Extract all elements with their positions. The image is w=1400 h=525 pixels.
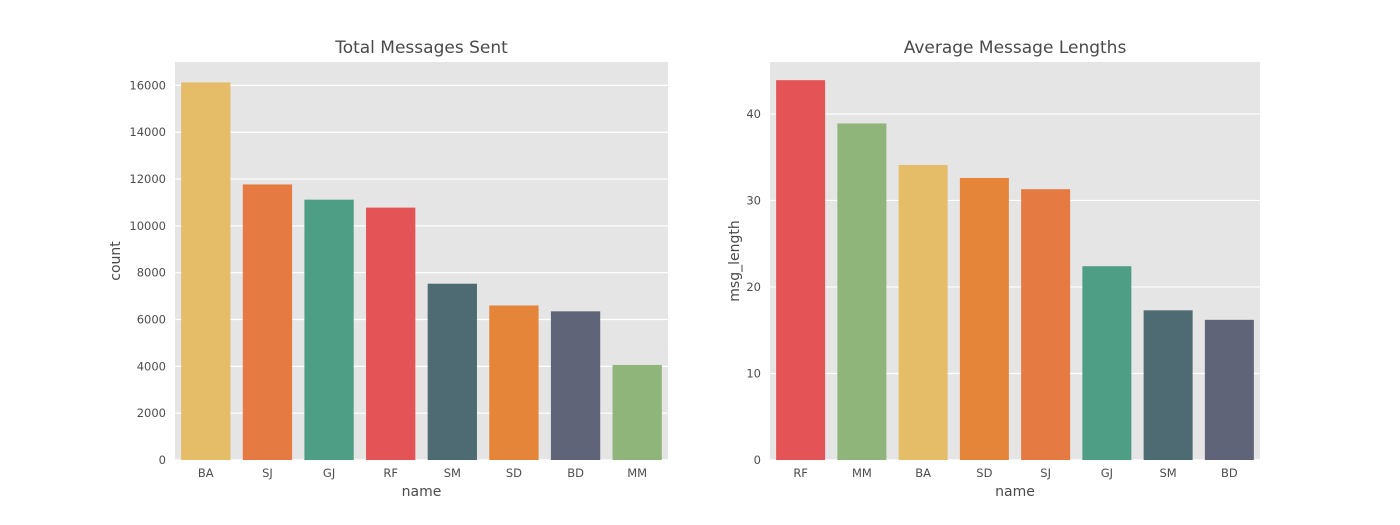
bar-rf bbox=[366, 207, 416, 460]
bar-gj bbox=[1082, 266, 1132, 460]
y-tick-label: 20 bbox=[746, 280, 761, 294]
y-tick-label: 4000 bbox=[137, 359, 166, 373]
y-tick-label: 14000 bbox=[129, 125, 166, 139]
x-axis-label: name bbox=[995, 484, 1035, 500]
bar-ba bbox=[181, 82, 231, 461]
chart-title: Average Message Lengths bbox=[904, 38, 1127, 58]
x-tick-label: BA bbox=[915, 466, 931, 480]
y-tick-label: 30 bbox=[746, 193, 761, 207]
x-tick-label: BD bbox=[567, 466, 584, 480]
bar-sd bbox=[959, 177, 1009, 460]
bar-ba bbox=[898, 164, 948, 460]
x-tick-label: SJ bbox=[1040, 466, 1051, 480]
x-tick-label: BD bbox=[1221, 466, 1238, 480]
y-tick-label: 10000 bbox=[129, 219, 166, 233]
y-tick-label: 12000 bbox=[129, 172, 166, 186]
y-axis-label: msg_length bbox=[727, 220, 743, 301]
x-tick-label: SD bbox=[506, 466, 522, 480]
x-tick-labels: BA SJ GJ RF SM SD BD MM bbox=[198, 466, 647, 480]
x-tick-label: SM bbox=[444, 466, 461, 480]
bar-mm bbox=[612, 364, 662, 460]
x-tick-label: MM bbox=[627, 466, 647, 480]
bar-mm bbox=[837, 123, 887, 461]
x-tick-label: GJ bbox=[1101, 466, 1113, 480]
y-tick-labels: 0 2000 4000 6000 8000 10000 12000 14000 16000 bbox=[129, 78, 166, 467]
x-tick-label: SD bbox=[976, 466, 992, 480]
bar-sm bbox=[1143, 310, 1193, 460]
x-tick-label: MM bbox=[852, 466, 872, 480]
chart-total-messages-sent: 0 2000 4000 6000 8000 10000 12000 14000 16000 BA… bbox=[108, 38, 668, 500]
x-tick-labels: RF MM BA SD SJ GJ SM BD bbox=[793, 466, 1238, 480]
x-tick-label: GJ bbox=[323, 466, 335, 480]
x-tick-label: RF bbox=[793, 466, 808, 480]
y-tick-label: 40 bbox=[746, 107, 761, 121]
y-tick-labels: 0 10 20 30 40 bbox=[746, 107, 761, 467]
x-tick-label: RF bbox=[383, 466, 398, 480]
bars bbox=[181, 82, 662, 461]
chart-average-message-lengths: 0 10 20 30 40 RF MM BA SD SJ GJ SM BD Average Messa… bbox=[727, 38, 1260, 500]
x-tick-label: BA bbox=[198, 466, 214, 480]
y-axis-label: count bbox=[108, 241, 124, 281]
y-tick-label: 0 bbox=[159, 453, 166, 467]
bar-bd bbox=[1204, 319, 1254, 460]
x-tick-label: SM bbox=[1160, 466, 1177, 480]
y-tick-label: 16000 bbox=[129, 78, 166, 92]
bar-sj bbox=[242, 184, 293, 460]
bar-sd bbox=[489, 305, 539, 460]
y-tick-label: 0 bbox=[754, 453, 761, 467]
y-tick-label: 8000 bbox=[137, 266, 166, 280]
bars bbox=[776, 80, 1254, 461]
bar-sj bbox=[1021, 189, 1071, 460]
x-axis-label: name bbox=[402, 484, 442, 500]
y-tick-label: 6000 bbox=[137, 313, 166, 327]
y-tick-label: 2000 bbox=[137, 406, 166, 420]
bar-rf bbox=[776, 80, 826, 461]
y-tick-label: 10 bbox=[746, 366, 761, 380]
bar-sm bbox=[427, 283, 477, 460]
bar-gj bbox=[304, 199, 354, 460]
bar-bd bbox=[550, 311, 601, 460]
x-tick-label: SJ bbox=[262, 466, 273, 480]
chart-title: Total Messages Sent bbox=[334, 38, 508, 58]
